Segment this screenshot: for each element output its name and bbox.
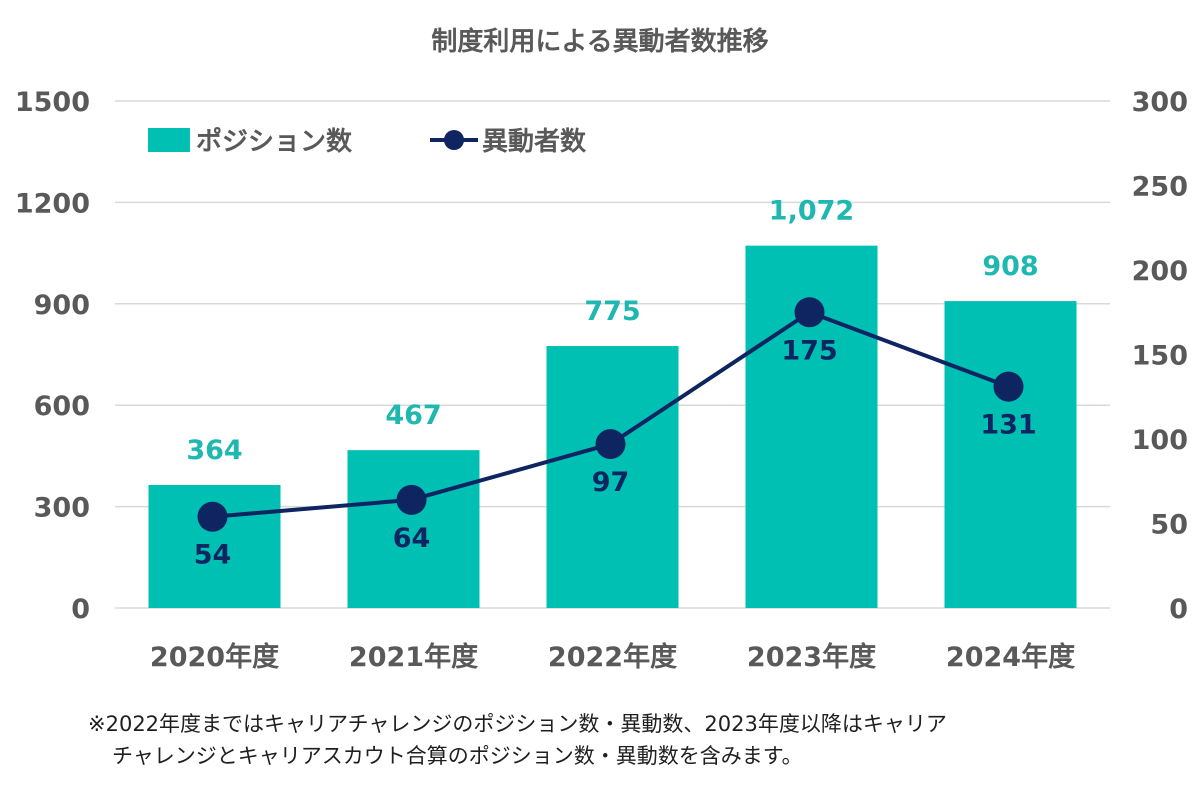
legend: ポジション数 異動者数: [148, 126, 587, 157]
right-axis-tick-label: 100: [1132, 425, 1188, 456]
left-axis-tick-label: 900: [34, 290, 90, 321]
legend-bar-label: ポジション数: [196, 126, 353, 157]
chart-title: 制度利用による異動者数推移: [431, 26, 768, 57]
right-axis-tick-label: 300: [1132, 87, 1188, 118]
x-axis-tick-label: 2023年度: [747, 641, 876, 673]
bar: [347, 450, 480, 608]
footnote: ※2022年度まではキャリアチャレンジのポジション数・異動数、2023年度以降は…: [88, 708, 1178, 772]
line-point: [595, 429, 626, 460]
x-axis-tick-label: 2024年度: [946, 641, 1075, 673]
left-axis-tick-label: 1500: [15, 87, 90, 118]
bar: [546, 346, 679, 608]
footnote-line-1: ※2022年度まではキャリアチャレンジのポジション数・異動数、2023年度以降は…: [88, 712, 947, 736]
line-data-label: 97: [592, 467, 630, 498]
left-axis-tick-label: 300: [34, 493, 90, 524]
line-point: [993, 371, 1024, 402]
line-point: [197, 501, 228, 532]
bar-data-label: 364: [186, 435, 242, 466]
bar-data-label: 908: [982, 251, 1038, 282]
line-point: [396, 484, 427, 515]
bar: [944, 301, 1077, 608]
legend-line-marker: [444, 130, 464, 150]
legend-line-label: 異動者数: [482, 127, 587, 157]
legend-bar-swatch: [148, 128, 190, 152]
combo-chart: 制度利用による異動者数推移 364 467 775 1,072 908 54 64 97 175…: [15, 26, 1188, 673]
left-axis-tick-label: 600: [34, 391, 90, 422]
left-axis-tick-label: 0: [71, 594, 90, 625]
right-axis-tick-label: 250: [1132, 172, 1188, 203]
left-axis-tick-label: 1200: [15, 188, 90, 219]
x-axis-tick-label: 2020年度: [150, 641, 279, 673]
x-axis-tick-label: 2021年度: [349, 641, 478, 673]
right-axis-tick-label: 0: [1169, 594, 1188, 625]
footnote-line-2: チャレンジとキャリアスカウト合算のポジション数・異動数を含みます。: [112, 744, 803, 768]
line-data-label: 64: [393, 523, 431, 554]
right-axis-tick-label: 200: [1132, 256, 1188, 287]
line-data-label: 175: [781, 335, 837, 366]
bar-data-label: 1,072: [769, 196, 854, 227]
x-axis-tick-label: 2022年度: [548, 641, 677, 673]
right-axis-tick-label: 50: [1150, 510, 1188, 541]
bar-data-label: 467: [385, 400, 441, 431]
bar-data-label: 775: [584, 296, 640, 327]
line-data-label: 131: [980, 410, 1036, 441]
right-axis-tick-label: 150: [1132, 341, 1188, 372]
line-data-label: 54: [194, 540, 232, 571]
line-point: [794, 297, 825, 328]
